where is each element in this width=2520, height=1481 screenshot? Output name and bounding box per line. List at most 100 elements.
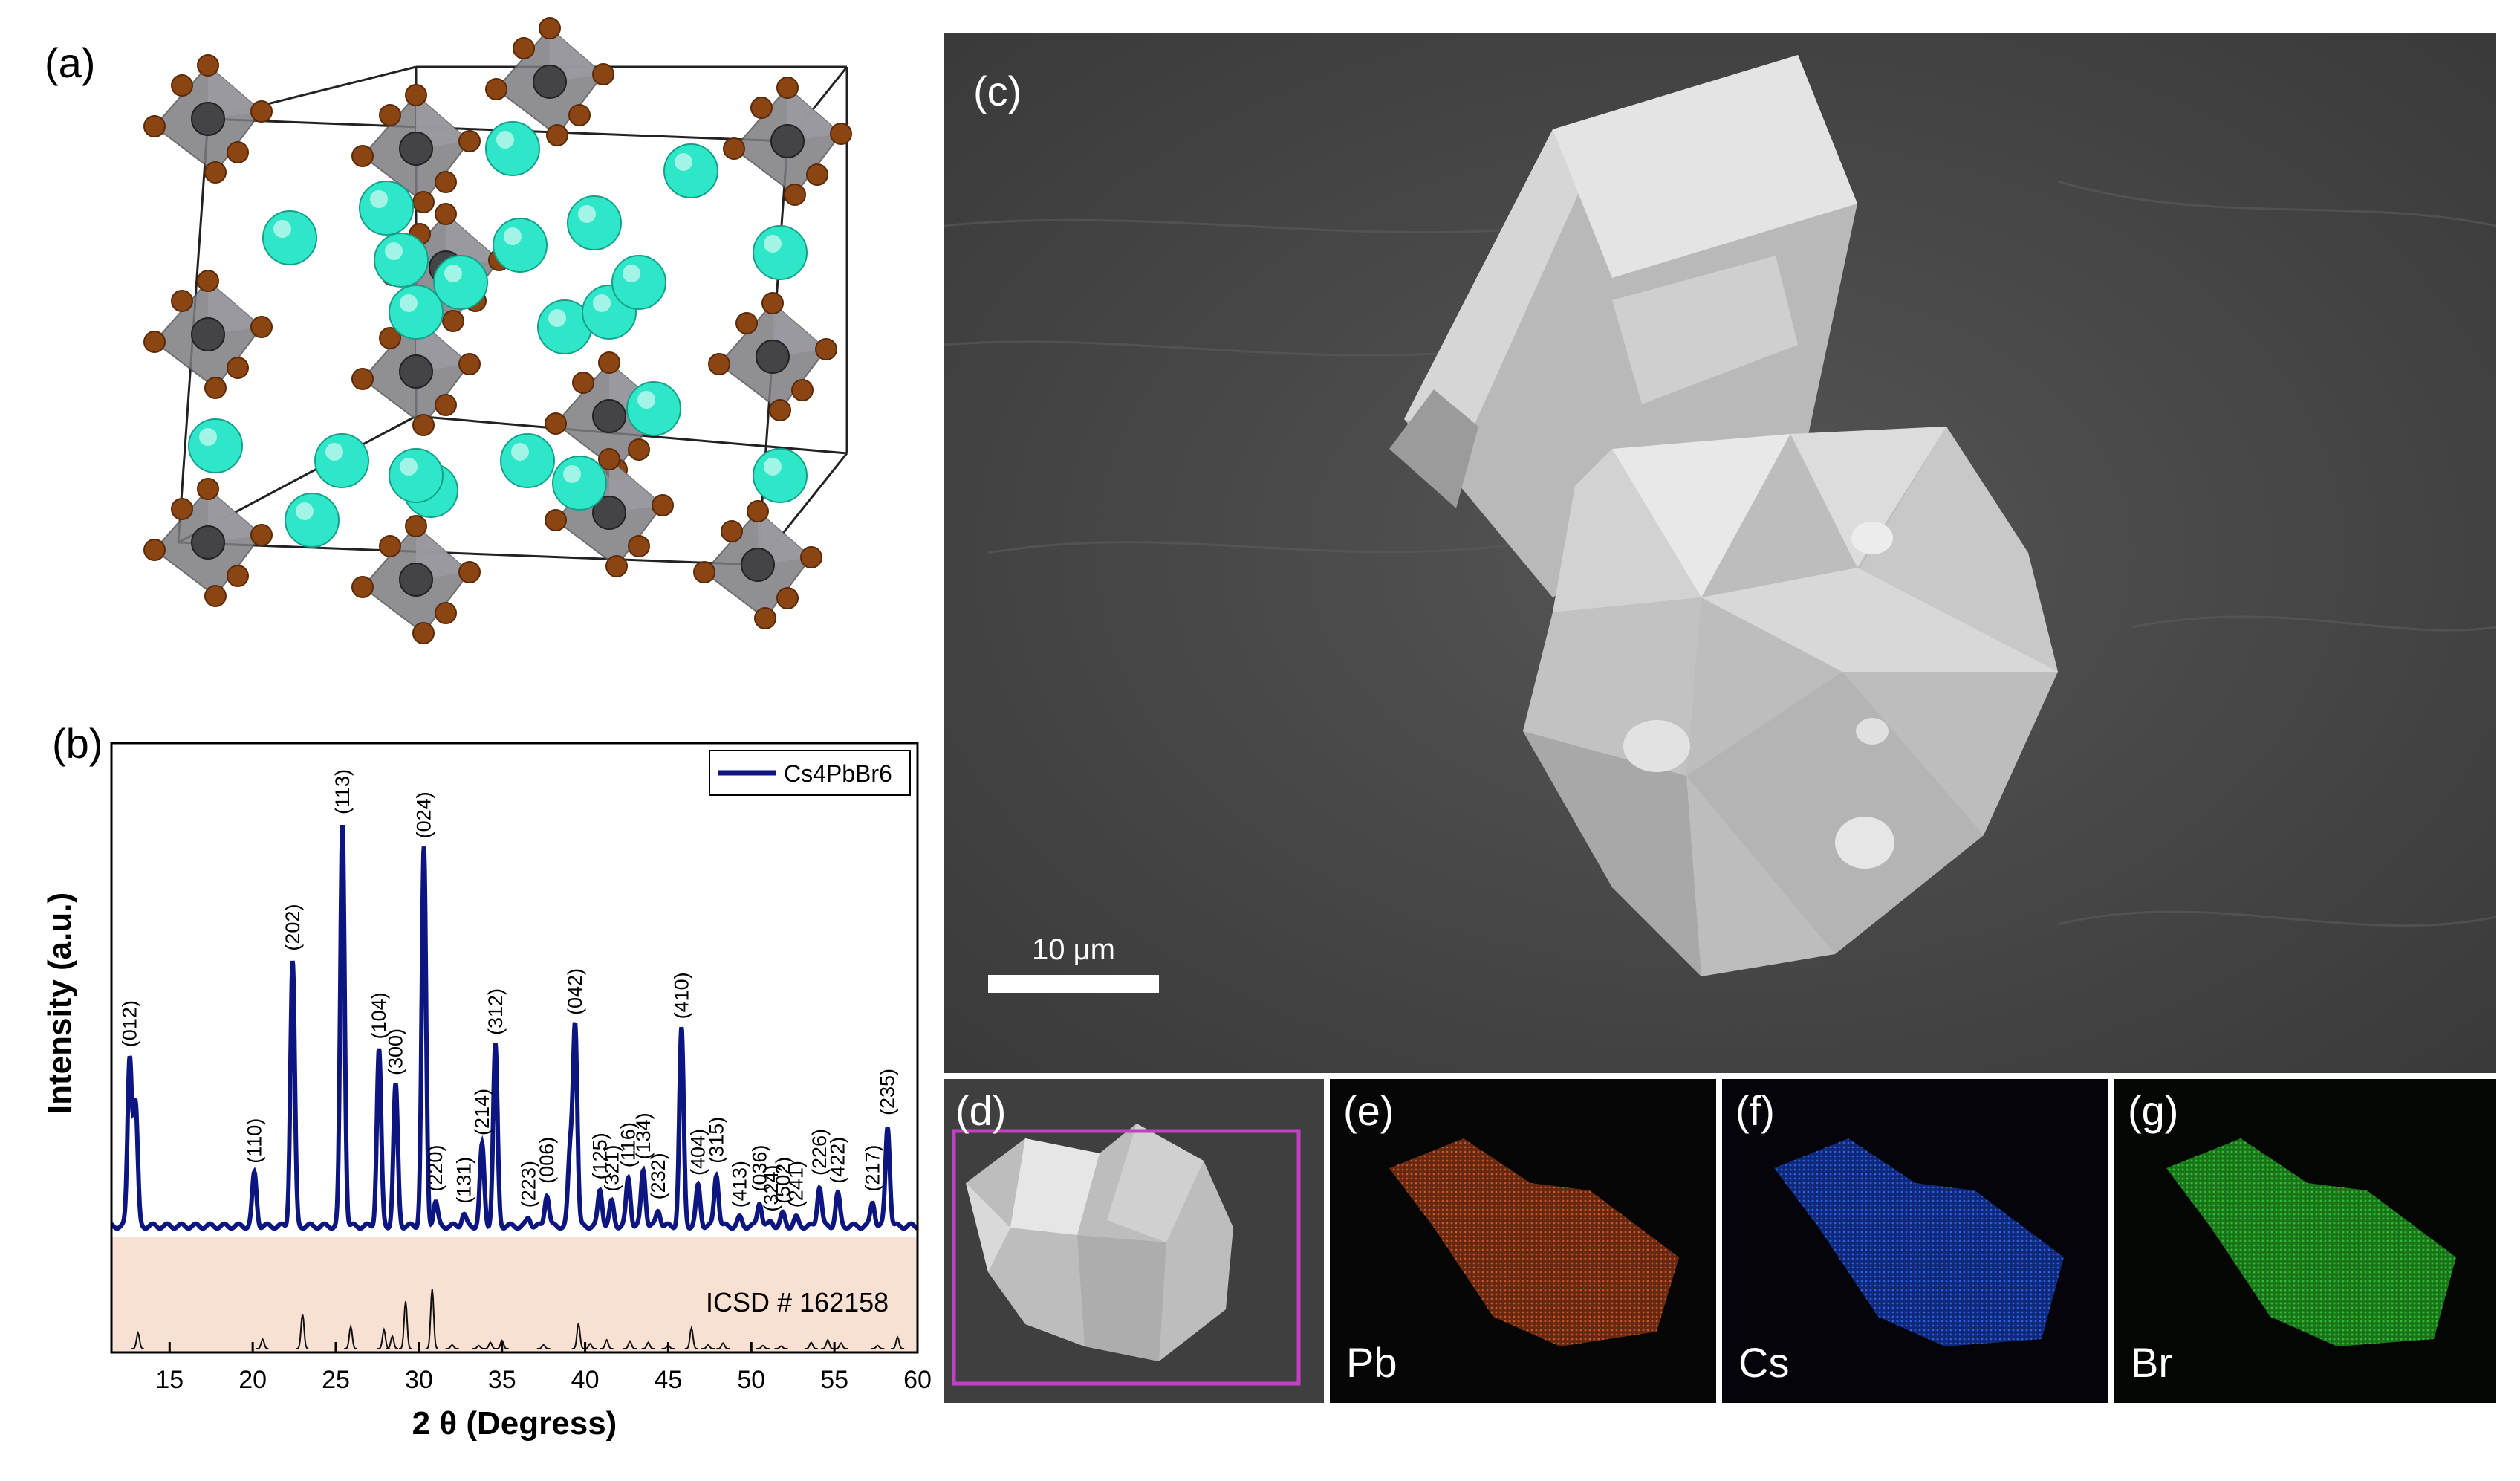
pb-atom: [191, 102, 225, 136]
br-atom: [250, 316, 273, 338]
br-atom: [652, 494, 674, 516]
reference-peaks: [131, 1289, 905, 1349]
cell-edge: [178, 541, 759, 566]
cs-atom: [493, 218, 548, 273]
br-atom: [351, 368, 374, 390]
br-atom: [747, 500, 769, 522]
br-atom: [435, 171, 457, 193]
peak-label: (202): [282, 904, 304, 951]
peak-label: (036): [748, 1145, 770, 1192]
peak-label: (042): [564, 968, 586, 1015]
reference-peak: [821, 1338, 835, 1349]
octahedron-face: [788, 88, 841, 141]
br-atom: [723, 137, 745, 160]
sem-crystal-thumbnail: [944, 1079, 1324, 1403]
br-atom: [412, 414, 435, 436]
cs-atom-highlight: [623, 265, 640, 282]
cs-atom-highlight: [675, 153, 692, 171]
cs-atom: [567, 195, 622, 250]
reference-peak: [256, 1338, 269, 1349]
panel-label-e: (e): [1343, 1087, 1394, 1134]
peak-label: (220): [424, 1145, 446, 1192]
reference-peak: [716, 1342, 730, 1349]
peak-label: (324): [760, 1165, 782, 1212]
reference-peak: [296, 1314, 309, 1349]
peak-label: (223): [518, 1161, 540, 1208]
cs-atom: [359, 181, 414, 236]
reference-peak: [684, 1325, 698, 1349]
cs-atom-highlight: [593, 294, 611, 312]
cs-atom: [552, 456, 607, 511]
cs-atom-highlight: [444, 265, 462, 282]
cs-atom-highlight: [504, 227, 522, 245]
reference-peak: [774, 1345, 788, 1349]
scale-bar-label: 10 μm: [1032, 933, 1115, 966]
br-atom: [776, 77, 799, 99]
br-atom: [815, 338, 837, 360]
cs-atom-highlight: [764, 235, 782, 253]
xrd-series-line: [110, 825, 918, 1231]
br-atom: [171, 498, 193, 520]
br-atom: [598, 351, 620, 374]
x-tick-label: 30: [405, 1366, 433, 1394]
octahedron-face: [208, 281, 262, 334]
xrd-chart: (012) (110) (202) (113) (104)(300) (024) (220)…: [42, 742, 932, 1442]
br-atom: [405, 515, 427, 537]
br-atom: [830, 123, 852, 145]
octahedron-face: [416, 526, 470, 580]
br-atom: [435, 602, 457, 624]
scale-bar: [988, 975, 1159, 993]
br-atom: [539, 17, 561, 39]
br-atom: [769, 399, 791, 421]
x-tick-label: 25: [322, 1366, 350, 1394]
br-atom: [379, 104, 401, 126]
peak-label: (024): [413, 791, 435, 838]
br-atom: [204, 585, 227, 607]
eds-map-cs: [1774, 1138, 2064, 1346]
cs-atom-highlight: [496, 131, 514, 149]
cs-atom: [626, 381, 681, 436]
br-atom: [412, 622, 435, 644]
br-atom: [171, 74, 193, 97]
br-atom: [197, 54, 219, 77]
cs-atom-highlight: [199, 428, 217, 446]
octahedron-face: [208, 489, 262, 542]
cs-atom-highlight: [578, 205, 596, 223]
legend-label: Cs4PbBr6: [784, 760, 892, 787]
x-axis-ticks: 15 20 25 30 35 40 45 50 55 60: [155, 1342, 932, 1394]
br-atom: [568, 104, 591, 126]
br-atom: [754, 607, 776, 629]
crystal-structure-panel: (a): [0, 0, 921, 713]
peak-label: (235): [877, 1069, 899, 1115]
element-label-pb: Pb: [1346, 1339, 1397, 1386]
br-atom: [351, 576, 374, 598]
cs-atom: [262, 210, 317, 265]
br-atom: [721, 520, 743, 542]
br-atom: [592, 63, 614, 85]
reference-peak: [344, 1323, 357, 1349]
x-tick-label: 55: [820, 1366, 848, 1394]
br-atom: [791, 379, 814, 401]
pb-atom: [741, 548, 775, 582]
peak-label: (217): [862, 1145, 884, 1192]
peak-label: (113): [331, 769, 354, 814]
br-atom: [250, 524, 273, 546]
peak-label: (226): [808, 1129, 831, 1176]
pb-atom: [191, 525, 225, 560]
pb-atom: [399, 354, 433, 389]
peak-label: (502): [772, 1157, 794, 1204]
br-atom: [761, 292, 784, 314]
br-atom: [227, 141, 249, 163]
br-atom: [693, 561, 715, 583]
panel-label-g: (g): [2128, 1087, 2179, 1134]
br-atom: [784, 184, 806, 206]
peak-labels: (012) (110) (202) (113) (104)(300) (024) (220)…: [119, 769, 899, 1212]
peak-label: (104): [368, 992, 390, 1039]
cs-atom-highlight: [296, 502, 314, 520]
cs-atom-highlight: [370, 190, 388, 208]
legend: Cs4PbBr6: [709, 750, 911, 796]
crystal-structure-image: [143, 17, 852, 644]
br-atom: [572, 372, 594, 394]
reference-peak: [386, 1334, 398, 1349]
br-atom: [628, 535, 650, 557]
